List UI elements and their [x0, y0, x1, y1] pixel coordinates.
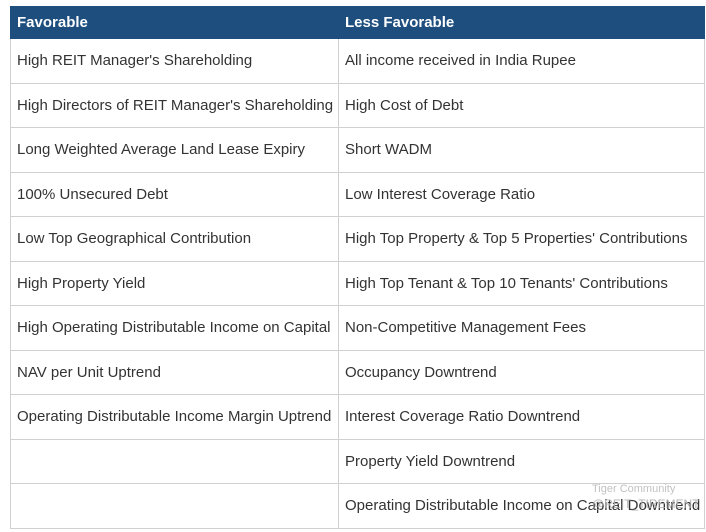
- table-cell: Low Top Geographical Contribution: [10, 216, 339, 262]
- table-row: High REIT Manager's Shareholding All inco…: [10, 38, 705, 84]
- table-body: High REIT Manager's Shareholding All inco…: [10, 38, 705, 529]
- table-row: Low Top Geographical Contribution High To…: [10, 216, 705, 262]
- table-cell: 100% Unsecured Debt: [10, 171, 339, 217]
- table-cell: High REIT Manager's Shareholding: [10, 38, 339, 84]
- table-cell: NAV per Unit Uptrend: [10, 349, 339, 395]
- header-row: Favorable Less Favorable: [10, 6, 705, 39]
- table-row: NAV per Unit Uptrend Occupancy Downtrend: [10, 349, 705, 395]
- comparison-table: Favorable Less Favorable High REIT Manag…: [10, 6, 705, 529]
- table-cell: Non-Competitive Management Fees: [338, 305, 705, 351]
- table-cell: Low Interest Coverage Ratio: [338, 171, 705, 217]
- watermark-text: @REIT_TIREMENT: [592, 497, 700, 511]
- watermark-text: Tiger Community: [592, 483, 676, 495]
- table-cell: Property Yield Downtrend: [338, 438, 705, 484]
- table-cell: High Cost of Debt: [338, 82, 705, 128]
- watermark: Tiger Community @REIT_TIREMENT: [592, 482, 700, 512]
- table-cell: High Operating Distributable Income on C…: [10, 305, 339, 351]
- table-row: Operating Distributable Income Margin Up…: [10, 394, 705, 440]
- table-cell: Short WADM: [338, 127, 705, 173]
- table-cell: High Directors of REIT Manager's Shareho…: [10, 82, 339, 128]
- table-cell: Occupancy Downtrend: [338, 349, 705, 395]
- table-row: 100% Unsecured Debt Low Interest Coverage…: [10, 171, 705, 217]
- table-cell: High Top Property & Top 5 Properties' Co…: [338, 216, 705, 262]
- table-row: High Directors of REIT Manager's Shareho…: [10, 82, 705, 128]
- table-cell: [10, 438, 339, 484]
- table-cell: High Property Yield: [10, 260, 339, 306]
- table-cell: Operating Distributable Income Margin Up…: [10, 394, 339, 440]
- table-cell: Interest Coverage Ratio Downtrend: [338, 394, 705, 440]
- table-cell: High Top Tenant & Top 10 Tenants' Contri…: [338, 260, 705, 306]
- table-row: High Operating Distributable Income on C…: [10, 305, 705, 351]
- table-row: Long Weighted Average Land Lease Expiry S…: [10, 127, 705, 173]
- header-cell: Favorable: [10, 6, 339, 39]
- table-row: Property Yield Downtrend: [10, 438, 705, 484]
- table-cell: Long Weighted Average Land Lease Expiry: [10, 127, 339, 173]
- table-cell: [10, 483, 339, 529]
- table-cell: Operating Distributable Income on Capita…: [338, 483, 705, 529]
- header-cell: Less Favorable: [338, 6, 705, 39]
- table-cell: All income received in India Rupee: [338, 38, 705, 84]
- table-row: Operating Distributable Income on Capita…: [10, 483, 705, 529]
- table-row: High Property Yield High Top Tenant & Top…: [10, 260, 705, 306]
